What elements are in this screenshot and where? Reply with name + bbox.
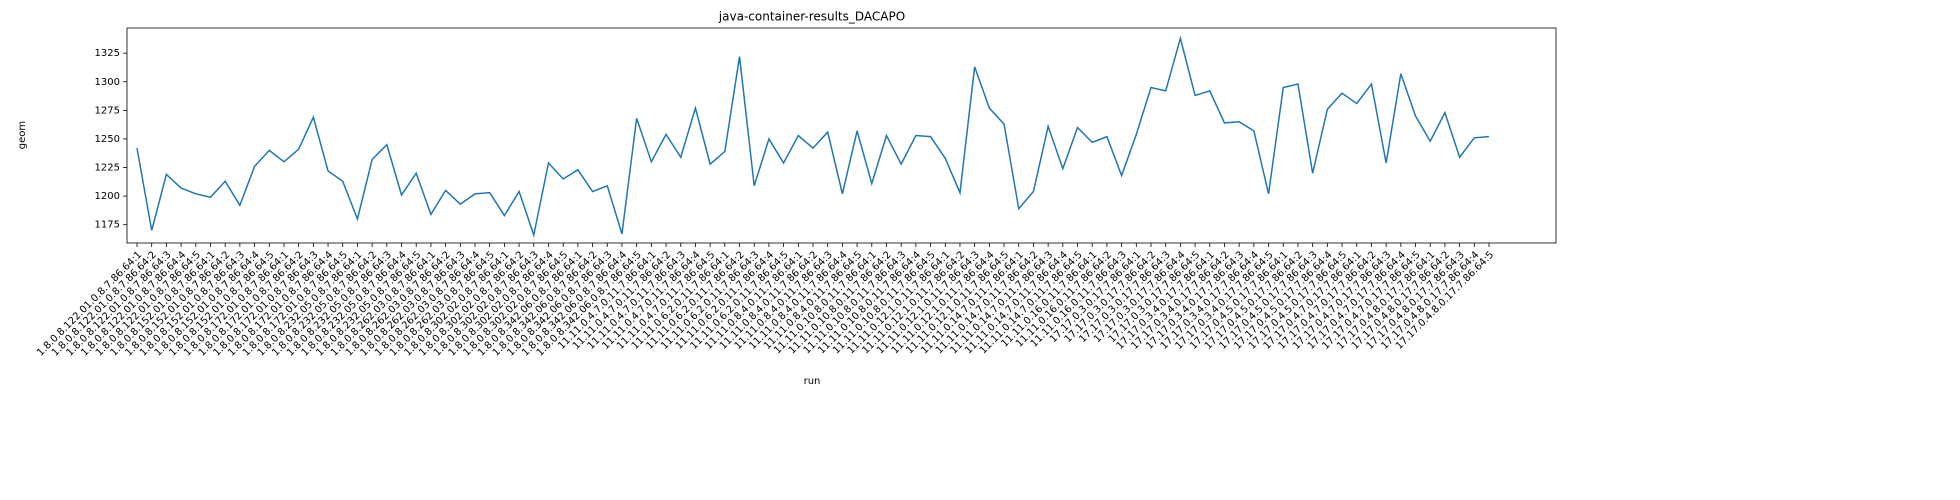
data-line bbox=[136, 35, 1490, 238]
x-axis-label: run bbox=[804, 376, 821, 387]
chart-title: java-container-results_DACAPO bbox=[718, 10, 905, 24]
y-axis-label: geom bbox=[17, 121, 28, 149]
y-tick-label: 1275 bbox=[95, 105, 120, 116]
y-tick-label: 1325 bbox=[95, 48, 120, 59]
plot-frame bbox=[126, 27, 1557, 244]
y-tick-label: 1250 bbox=[95, 134, 120, 145]
y-tick-label: 1200 bbox=[95, 191, 120, 202]
y-tick-label: 1300 bbox=[95, 77, 120, 88]
y-tick-label: 1225 bbox=[95, 163, 120, 174]
y-tick-label: 1175 bbox=[95, 220, 120, 231]
